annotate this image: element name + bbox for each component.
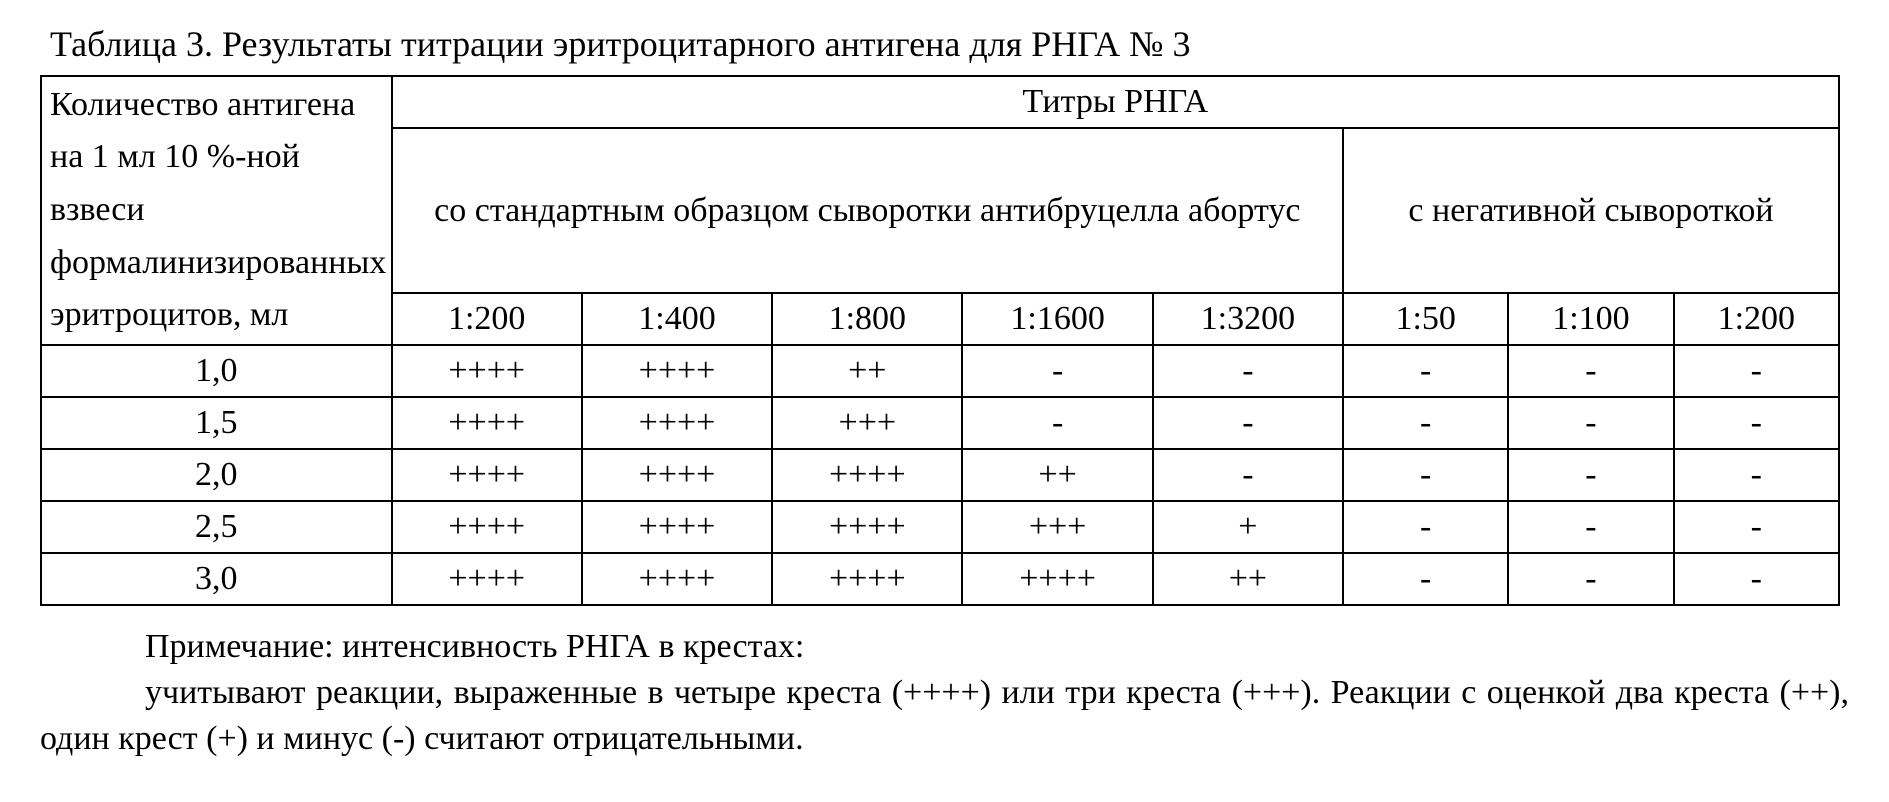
dilution-std: 1:800 (772, 293, 962, 345)
row-header-antigen-amount: Количество антигена на 1 мл 10 %-ной взв… (41, 76, 392, 345)
result-cell: ++ (962, 449, 1152, 501)
result-cell: ++++ (582, 345, 772, 397)
result-cell: - (1343, 553, 1508, 605)
result-cell: - (1153, 397, 1343, 449)
result-cell: - (1343, 501, 1508, 553)
result-cell: ++ (1153, 553, 1343, 605)
table-row: 1,0 ++++ ++++ ++ - - - - - (41, 345, 1839, 397)
result-cell: ++++ (772, 501, 962, 553)
col-group-negative-serum: с негативной сывороткой (1343, 128, 1839, 293)
result-cell: - (1508, 553, 1673, 605)
col-header-titers: Титры РНГА (392, 76, 1839, 128)
dilution-neg: 1:200 (1674, 293, 1839, 345)
result-cell: - (1343, 397, 1508, 449)
result-cell: ++++ (582, 501, 772, 553)
dose-cell: 2,5 (41, 501, 392, 553)
result-cell: - (962, 345, 1152, 397)
result-cell: - (1343, 345, 1508, 397)
result-cell: ++++ (582, 397, 772, 449)
result-cell: - (1674, 501, 1839, 553)
result-cell: + (1153, 501, 1343, 553)
footnote-block: Примечание: интенсивность РНГА в крестах… (40, 624, 1849, 762)
result-cell: ++++ (582, 553, 772, 605)
result-cell: - (1343, 449, 1508, 501)
result-cell: ++++ (392, 501, 582, 553)
result-cell: - (962, 397, 1152, 449)
dose-cell: 2,0 (41, 449, 392, 501)
dilution-neg: 1:100 (1508, 293, 1673, 345)
table-row: 1,5 ++++ ++++ +++ - - - - - (41, 397, 1839, 449)
table-row: 3,0 ++++ ++++ ++++ ++++ ++ - - - (41, 553, 1839, 605)
dose-cell: 3,0 (41, 553, 392, 605)
result-cell: - (1674, 345, 1839, 397)
footnote-line: Примечание: интенсивность РНГА в крестах… (40, 624, 1849, 670)
result-cell: - (1153, 449, 1343, 501)
result-cell: ++++ (582, 449, 772, 501)
dilution-std: 1:200 (392, 293, 582, 345)
result-cell: +++ (772, 397, 962, 449)
result-cell: - (1674, 553, 1839, 605)
result-cell: ++++ (772, 553, 962, 605)
dose-cell: 1,5 (41, 397, 392, 449)
footnote-line: учитывают реакции, выраженные в четыре к… (40, 670, 1849, 762)
dilution-std: 1:1600 (962, 293, 1152, 345)
result-cell: ++++ (392, 345, 582, 397)
result-cell: ++ (772, 345, 962, 397)
dilution-std: 1:400 (582, 293, 772, 345)
table-row: 2,0 ++++ ++++ ++++ ++ - - - - (41, 449, 1839, 501)
col-group-standard-serum: со стандартным образцом сыворотки антибр… (392, 128, 1343, 293)
result-cell: ++++ (392, 553, 582, 605)
result-cell: - (1508, 397, 1673, 449)
result-cell: ++++ (392, 397, 582, 449)
result-cell: - (1674, 449, 1839, 501)
dose-cell: 1,0 (41, 345, 392, 397)
table-caption: Таблица 3. Результаты титрации эритроцит… (50, 20, 1849, 69)
result-cell: - (1508, 345, 1673, 397)
result-cell: - (1674, 397, 1839, 449)
result-cell: ++++ (772, 449, 962, 501)
result-cell: - (1153, 345, 1343, 397)
dilution-std: 1:3200 (1153, 293, 1343, 345)
result-cell: +++ (962, 501, 1152, 553)
result-cell: ++++ (392, 449, 582, 501)
result-cell: - (1508, 449, 1673, 501)
titration-results-table: Количество антигена на 1 мл 10 %-ной взв… (40, 75, 1840, 606)
dilution-neg: 1:50 (1343, 293, 1508, 345)
result-cell: - (1508, 501, 1673, 553)
table-row: 2,5 ++++ ++++ ++++ +++ + - - - (41, 501, 1839, 553)
result-cell: ++++ (962, 553, 1152, 605)
